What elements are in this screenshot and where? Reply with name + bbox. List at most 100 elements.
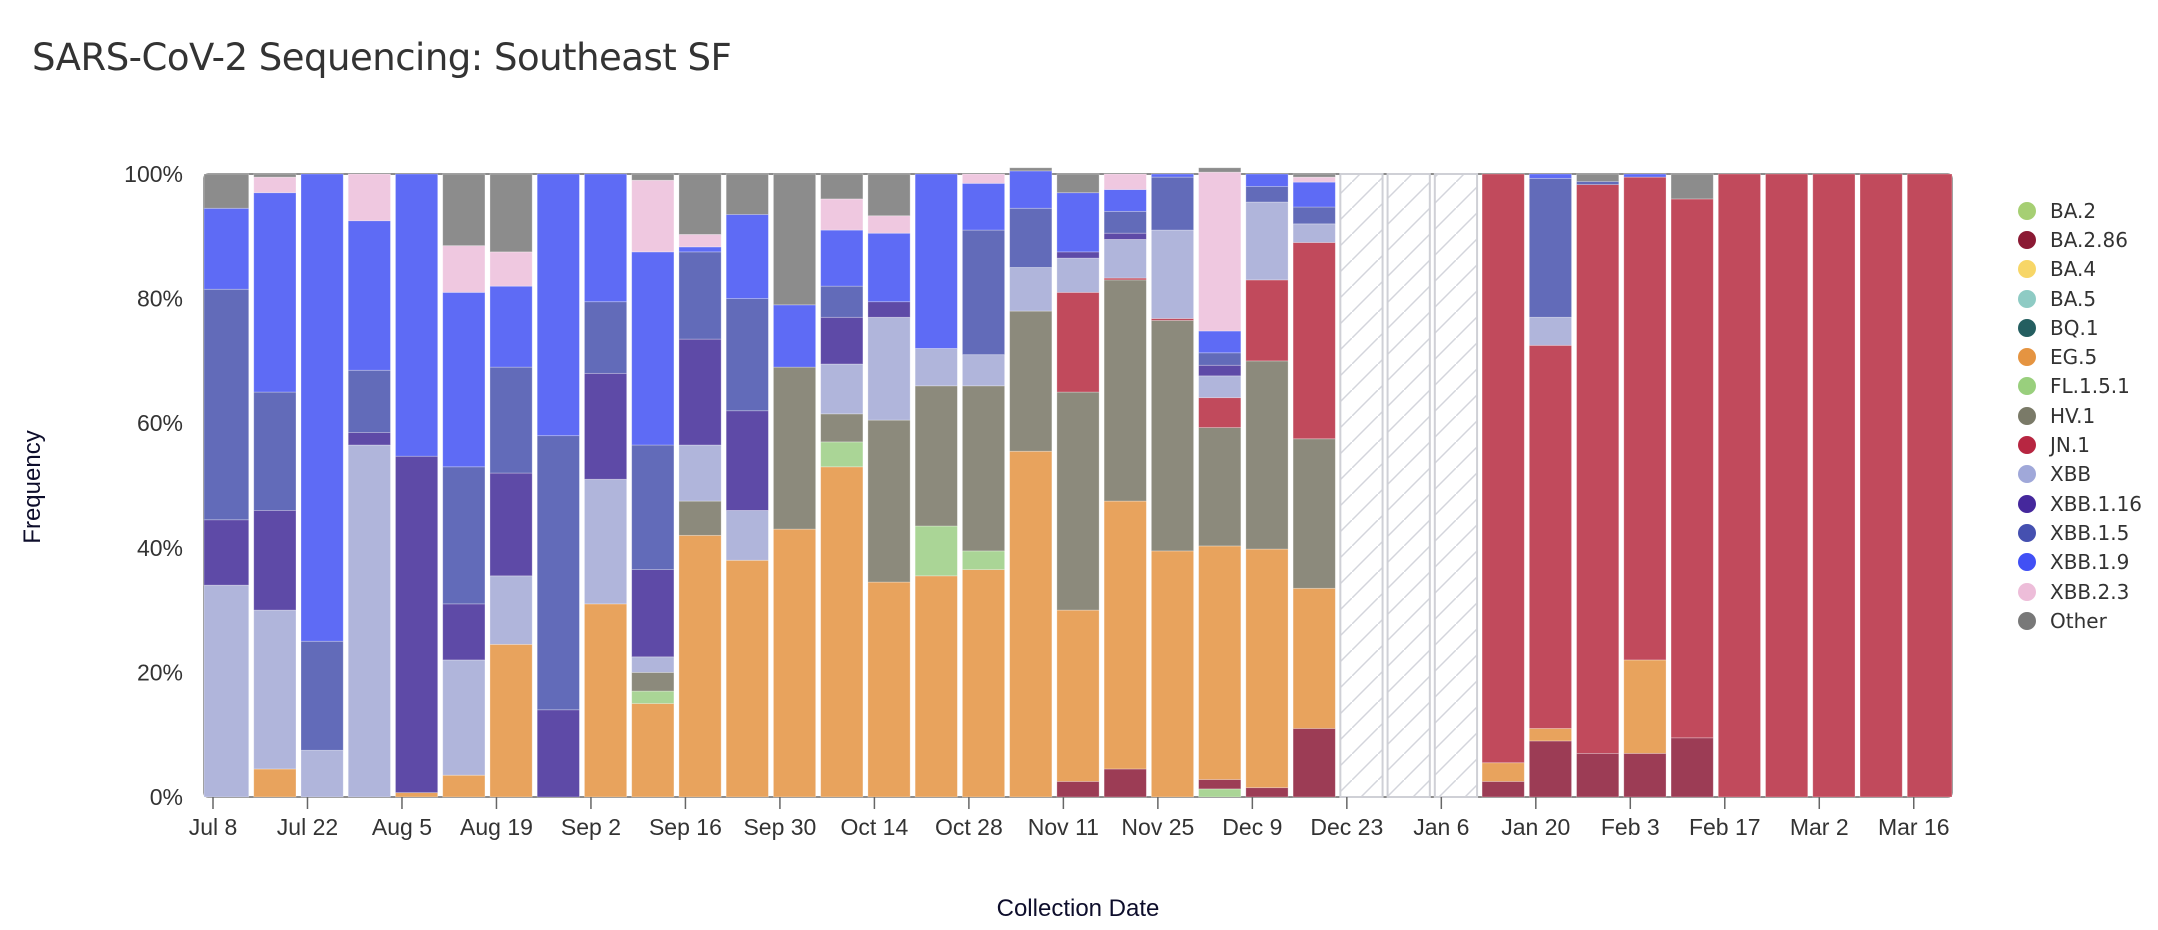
bar-segment[interactable]: Nov 11 — BA.2.86: 2.5% [1056, 781, 1100, 798]
bar-segment[interactable]: Aug 12 — Other: 11.5% [442, 173, 486, 247]
bar-segment[interactable]: Aug 5 — XBB.1.9: 45.3% [395, 173, 439, 457]
bar-segment[interactable]: Dec 9 — XBB.1.9: 2% [1245, 173, 1289, 187]
bar-segment[interactable]: Jul 15 — XBB.2.3: 2.5% [253, 176, 297, 194]
bar-segment[interactable]: Jan 20 — XBB: 4.5% [1528, 316, 1572, 346]
bar-segment[interactable]: Jan 13 — BA.2.86: 2.5% [1481, 781, 1525, 798]
bar-segment[interactable]: Aug 26 — XBB.1.16: 14% [536, 709, 580, 798]
bar-segment[interactable]: Sep 23 — XBB.1.16: 16% [725, 410, 769, 511]
bar-segment[interactable]: Oct 14 — EG.5: 34.5% [867, 581, 911, 798]
bar-week[interactable] [1386, 173, 1431, 798]
bar-segment[interactable]: Aug 26 — XBB.1.5: 44% [536, 435, 580, 711]
bar-week[interactable] [1433, 173, 1479, 798]
bar-segment[interactable]: Aug 19 — XBB: 11% [489, 575, 533, 645]
bar-segment[interactable]: Oct 21 — XBB.1.9: 28% [914, 173, 958, 349]
bar-segment[interactable]: Aug 12 — XBB: 18.5% [442, 659, 486, 776]
bar-segment[interactable]: Mar 9 — JN.1: 100% [1859, 173, 1903, 798]
bar-segment[interactable]: Jul 29 — XBB.1.5: 10% [347, 369, 391, 433]
bar-segment[interactable]: Aug 19 — XBB.1.16: 16.5% [489, 472, 533, 577]
bar-segment[interactable]: Oct 28 — HV.1: 26.5% [961, 385, 1006, 552]
bar-segment[interactable]: Dec 2 — XBB: 3.5% [1198, 375, 1242, 399]
bar-segment[interactable]: Dec 2 — XBB.1.5: 2% [1198, 352, 1242, 366]
bar-segment[interactable]: Sep 9 — EG.5: 15% [631, 703, 675, 798]
bar-segment[interactable]: Oct 14 — HV.1: 26% [867, 419, 911, 583]
bar-week[interactable]: Sep 16 — EG.5: 42%Sep 16 — HV.1: 5.5%Sep… [678, 173, 722, 798]
bar-week[interactable] [1339, 173, 1384, 798]
bar-segment[interactable]: Sep 2 — EG.5: 31% [584, 603, 628, 798]
bar-week[interactable]: Feb 3 — BA.2.86: 7%Feb 3 — EG.5: 15%Feb … [1623, 173, 1667, 798]
bar-segment[interactable]: Jan 13 — EG.5: 3% [1481, 762, 1525, 782]
bar-segment[interactable]: Dec 2 — XBB.1.16: 1.7% [1198, 364, 1242, 377]
bar-segment[interactable]: Feb 10 — BA.2.86: 9.5% [1670, 737, 1714, 798]
bar-segment[interactable]: Oct 7 — XBB.2.3: 5% [820, 198, 864, 231]
bar-segment[interactable]: Feb 17 — JN.1: 100% [1717, 173, 1761, 798]
bar-segment[interactable]: Feb 10 — Other: 4% [1670, 173, 1714, 200]
legend-item[interactable]: XBB [2018, 460, 2142, 489]
bar-segment[interactable]: Jan 27 — JN.1: 91.3% [1576, 184, 1620, 754]
bar-segment[interactable]: Nov 11 — XBB.1.16: 1% [1056, 251, 1100, 259]
bar-segment[interactable]: Aug 19 — XBB.2.3: 5.5% [489, 251, 533, 287]
bar-segment[interactable]: Feb 10 — JN.1: 86.5% [1670, 198, 1714, 739]
bar-segment[interactable]: Dec 2 — Other: 0.7% [1198, 167, 1242, 173]
bar-week[interactable]: Aug 26 — XBB.1.16: 14%Aug 26 — XBB.1.5: … [536, 173, 580, 798]
bar-week[interactable]: Oct 21 — EG.5: 35.5%Oct 21 — FL.1.5.1: 8… [914, 173, 958, 798]
bar-segment[interactable]: Oct 7 — FL.1.5.1: 4% [820, 441, 864, 468]
legend-item[interactable]: EG.5 [2018, 342, 2142, 371]
legend-item[interactable]: BQ.1 [2018, 313, 2142, 342]
bar-segment[interactable]: Aug 12 — EG.5: 3.5% [442, 774, 486, 798]
bar-segment[interactable]: Oct 21 — EG.5: 35.5% [914, 575, 958, 798]
bar-segment[interactable]: Nov 4 — XBB: 7% [1009, 267, 1053, 312]
bar-segment[interactable]: Aug 19 — XBB.1.9: 13% [489, 285, 533, 368]
bar-segment[interactable]: Sep 30 — EG.5: 43% [773, 528, 817, 798]
bar-segment[interactable]: Oct 7 — XBB.1.16: 7.5% [820, 316, 864, 365]
bar-segment[interactable]: Sep 30 — XBB.1.9: 10% [773, 304, 817, 368]
bar-segment[interactable]: Sep 16 — XBB.1.5: 14% [678, 251, 722, 340]
bar-segment[interactable]: Aug 5 — EG.5: 0.7% [395, 792, 439, 798]
bar-segment[interactable]: Jul 15 — EG.5: 4.5% [253, 768, 297, 798]
bar-week[interactable]: Mar 2 — JN.1: 100% [1812, 173, 1856, 798]
bar-week[interactable]: Dec 2 — BA.2: 1.3%Dec 2 — BA.2.86: 1.5%D… [1198, 167, 1242, 798]
bar-segment[interactable]: Oct 28 — FL.1.5.1: 3% [961, 550, 1006, 571]
bar-segment[interactable]: Sep 9 — XBB.1.5: 20% [631, 444, 675, 571]
bar-segment[interactable]: Jan 20 — XBB.1.5: 22.3% [1528, 177, 1572, 318]
bar-segment[interactable]: Sep 16 — XBB.1.9: 0.8% [678, 246, 722, 253]
bar-segment[interactable]: Sep 9 — XBB.1.9: 31% [631, 251, 675, 446]
bar-segment[interactable]: Dec 16 — Other: 0.5% [1292, 173, 1336, 178]
bar-segment[interactable]: Oct 21 — HV.1: 22.5% [914, 385, 958, 527]
bar-segment[interactable]: Sep 2 — XBB.1.9: 20.5% [584, 173, 628, 303]
bar-segment[interactable]: Nov 18 — XBB.1.9: 3.5% [1103, 189, 1147, 212]
bar-segment[interactable]: Jan 20 — JN.1: 61.5% [1528, 344, 1572, 729]
bar-segment[interactable]: Jan 20 — EG.5: 2% [1528, 728, 1572, 742]
bar-segment[interactable]: Jul 29 — XBB.1.16: 2% [347, 432, 391, 446]
bar-segment[interactable]: Oct 7 — Other: 4% [820, 173, 864, 200]
bar-week[interactable]: Jul 29 — XBB: 56.5%Jul 29 — XBB.1.16: 2%… [347, 173, 391, 798]
bar-segment[interactable]: Aug 19 — Other: 12.5% [489, 173, 533, 253]
bar-segment[interactable]: Jul 8 — XBB.1.9: 13% [203, 207, 250, 290]
bar-segment[interactable]: Sep 2 — XBB.1.5: 11.5% [584, 301, 628, 374]
bar-week[interactable]: Sep 9 — EG.5: 15%Sep 9 — FL.1.5.1: 2%Sep… [631, 173, 675, 798]
bar-segment[interactable]: Aug 19 — EG.5: 24.5% [489, 643, 533, 798]
bar-segment[interactable]: Oct 14 — Other: 6.7% [867, 173, 911, 217]
bar-segment[interactable]: Dec 2 — JN.1: 4.8% [1198, 397, 1242, 428]
bar-segment[interactable]: Sep 2 — XBB: 20% [584, 478, 628, 605]
bar-segment[interactable]: Dec 16 — XBB.2.3: 0.8% [1292, 176, 1336, 183]
bar-segment[interactable]: Jul 22 — XBB.1.9: 75% [300, 173, 344, 642]
bar-segment[interactable]: Dec 9 — JN.1: 13% [1245, 279, 1289, 362]
bar-segment[interactable]: Aug 5 — XBB.1.16: 54% [395, 455, 439, 794]
bar-segment[interactable]: Sep 23 — XBB: 8% [725, 510, 769, 561]
bar-segment[interactable]: Nov 25 — HV.1: 37% [1150, 320, 1195, 552]
bar-segment[interactable]: Oct 28 — XBB.1.5: 20% [961, 229, 1006, 356]
bar-week[interactable]: Nov 18 — BA.2.86: 4.5%Nov 18 — EG.5: 43%… [1103, 173, 1147, 798]
bar-segment[interactable]: Jul 29 — XBB.1.9: 24% [347, 220, 391, 371]
bar-segment[interactable]: Nov 4 — XBB.1.9: 6% [1009, 170, 1053, 209]
bar-segment[interactable]: Sep 9 — XBB.1.16: 14% [631, 569, 675, 658]
bar-segment[interactable]: Aug 12 — XBB.1.5: 22% [442, 466, 486, 605]
bar-segment[interactable]: Mar 16 — JN.1: 100% [1906, 173, 1953, 798]
bar-week[interactable]: Feb 17 — JN.1: 100% [1717, 173, 1761, 798]
bar-segment[interactable]: Oct 14 — XBB.1.16: 2.5% [867, 301, 911, 318]
bar-segment[interactable]: Oct 14 — XBB: 16.5% [867, 316, 911, 421]
bar-segment[interactable]: Sep 23 — EG.5: 38% [725, 559, 769, 798]
bar-segment[interactable]: Jul 22 — XBB: 7.5% [300, 749, 344, 798]
bar-segment[interactable]: Jul 8 — XBB.1.5: 37% [203, 288, 250, 521]
bar-segment[interactable]: Oct 7 — XBB: 8% [820, 363, 864, 415]
bar-segment[interactable]: Nov 4 — XBB.1.5: 9.5% [1009, 207, 1053, 268]
